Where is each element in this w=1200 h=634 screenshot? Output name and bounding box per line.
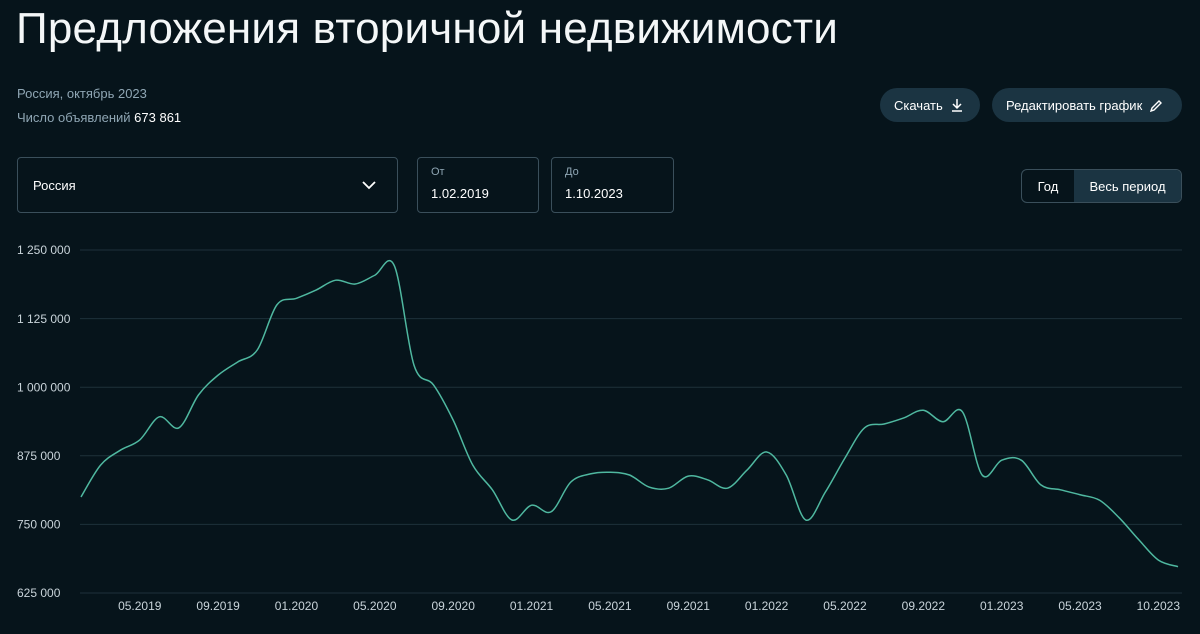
x-tick-label: 05.2022 [823, 599, 867, 613]
count-label: Число объявлений [17, 110, 131, 125]
period-year[interactable]: Год [1037, 178, 1059, 194]
period-all[interactable]: Весь период [1074, 170, 1181, 202]
x-tick-label: 09.2019 [196, 599, 240, 613]
y-tick-label: 1 250 000 [17, 243, 71, 257]
chart: 625 000 750 000 875 000 1 000 000 1 125 000 1… [17, 243, 1182, 613]
to-label: До [565, 166, 579, 178]
from-value: 1.02.2019 [431, 186, 489, 201]
button-label: Скачать [894, 97, 943, 113]
x-tick-label: 09.2022 [902, 599, 946, 613]
region-value: Россия [33, 178, 76, 193]
count-value: 673 861 [134, 110, 182, 125]
region-select[interactable]: Россия [17, 157, 398, 213]
y-tick-label: 750 000 [17, 518, 61, 532]
y-tick-label: 625 000 [17, 586, 61, 600]
from-input[interactable]: От 1.02.2019 [417, 157, 539, 213]
period-switch: Год Весь период [1021, 169, 1182, 203]
x-tick-label: 09.2020 [432, 599, 476, 613]
button-label: Редактировать график [1006, 97, 1143, 113]
y-tick-label: 875 000 [17, 449, 61, 463]
x-tick-label: 05.2023 [1058, 599, 1102, 613]
x-tick-label: 10.2023 [1137, 599, 1181, 613]
y-tick-label: 1 125 000 [17, 312, 71, 326]
chevron-icon [362, 181, 376, 190]
x-tick-label: 01.2022 [745, 599, 789, 613]
x-tick-label: 01.2020 [275, 599, 319, 613]
y-tick-label: 1 000 000 [17, 380, 71, 394]
edit-icon [1150, 99, 1163, 112]
x-tick-label: 01.2021 [510, 599, 554, 613]
download-icon [951, 99, 962, 112]
page-title: Предложения вторичной недвижимости [16, 4, 839, 53]
line-series [80, 259, 1179, 568]
to-value: 1.10.2023 [565, 186, 623, 201]
download-button[interactable]: Скачать [880, 88, 980, 122]
edit-button[interactable]: Редактировать график [992, 88, 1182, 122]
to-input[interactable]: До 1.10.2023 [551, 157, 674, 213]
x-tick-label: 05.2019 [118, 599, 162, 613]
subtitle: Россия, октябрь 2023 [17, 86, 147, 101]
x-tick-label: 05.2021 [588, 599, 632, 613]
x-tick-label: 09.2021 [667, 599, 711, 613]
x-tick-label: 01.2023 [980, 599, 1024, 613]
count: Число объявлений 673 861 [17, 110, 181, 125]
x-tick-label: 05.2020 [353, 599, 397, 613]
from-label: От [431, 166, 445, 178]
